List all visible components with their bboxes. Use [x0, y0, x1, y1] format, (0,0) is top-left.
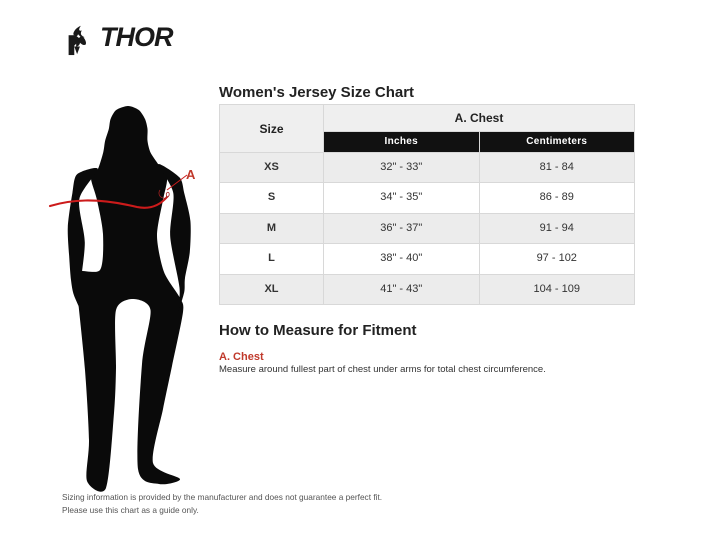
svg-text:A: A [186, 167, 196, 182]
